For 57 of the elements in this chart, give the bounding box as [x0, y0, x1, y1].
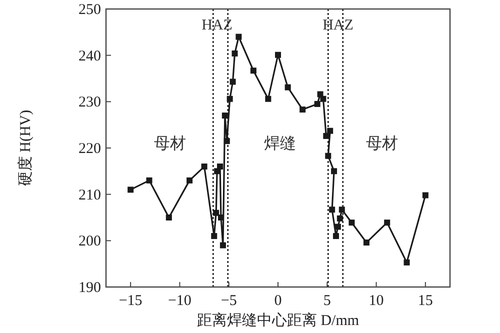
point	[201, 164, 208, 170]
y-axis-title: 硬度 H(HV)	[17, 110, 34, 186]
x-axis-title: 距离焊缝中心距离 D/mm	[196, 312, 360, 329]
point	[220, 242, 226, 248]
point	[213, 210, 220, 216]
point	[236, 34, 242, 40]
y-tick-label: 250	[78, 2, 101, 18]
x-tick-label: 0	[274, 293, 282, 309]
point	[332, 233, 339, 240]
y-tick-label: 240	[78, 48, 101, 64]
point	[422, 192, 428, 198]
point	[314, 100, 320, 107]
y-tick-label: 230	[78, 94, 101, 111]
x-tick-label: 10	[368, 293, 384, 309]
point	[334, 224, 341, 230]
point	[323, 132, 330, 139]
point	[128, 186, 134, 193]
point	[284, 84, 291, 90]
point	[275, 52, 281, 58]
y-tick-label: 190	[78, 280, 101, 296]
point	[348, 220, 355, 226]
point	[338, 206, 345, 213]
point	[325, 152, 332, 159]
x-tick-label: −15	[118, 293, 142, 309]
point	[217, 164, 224, 170]
point	[230, 78, 236, 85]
point	[166, 214, 172, 220]
point	[224, 138, 230, 144]
point	[329, 206, 336, 213]
x-tick-label: −5	[220, 293, 237, 309]
point	[250, 68, 256, 74]
point	[146, 177, 152, 184]
point	[404, 259, 410, 266]
annotation: 焊缝	[264, 136, 296, 153]
y-tick-label: 200	[78, 234, 101, 250]
annotation: HAZ	[322, 17, 354, 34]
y-tick-label: 220	[78, 141, 101, 157]
annotation: 母材	[154, 134, 186, 153]
x-tick-label: −10	[168, 293, 192, 309]
point	[232, 50, 238, 56]
x-tick-label: 5	[323, 293, 331, 309]
point	[226, 96, 233, 102]
point	[384, 220, 390, 226]
point	[320, 96, 326, 102]
x-tick-label: 15	[418, 293, 433, 309]
point	[363, 240, 370, 246]
point	[265, 96, 272, 102]
y-tick-label: 210	[78, 187, 101, 204]
point	[211, 233, 218, 240]
point	[300, 106, 306, 113]
point	[336, 215, 343, 222]
annotation: 母材	[366, 134, 398, 153]
point	[331, 168, 338, 174]
annotation: HAZ	[202, 17, 232, 34]
point	[186, 177, 193, 184]
point	[222, 112, 228, 119]
point	[327, 128, 334, 134]
